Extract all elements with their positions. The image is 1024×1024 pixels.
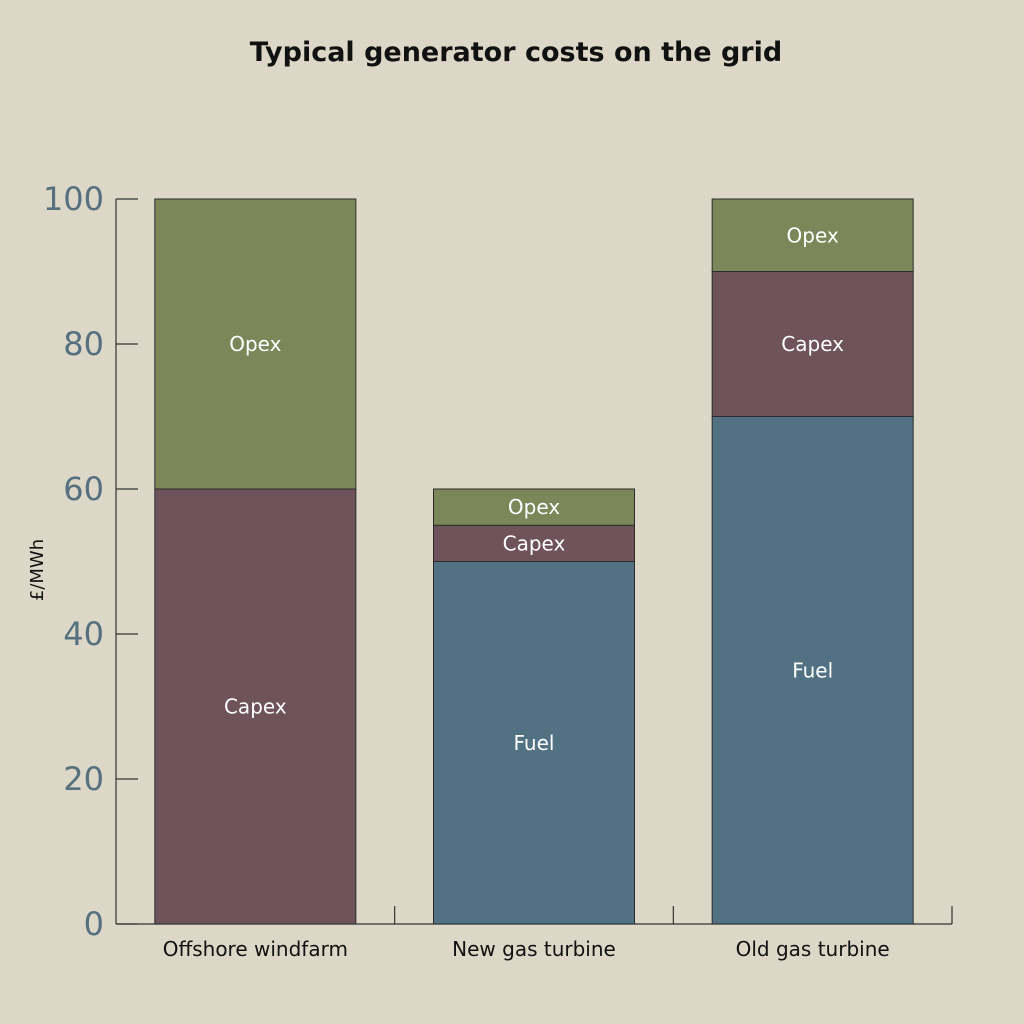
y-tick-label: 60 [63,470,104,508]
bar-segment-label: Capex [224,695,287,719]
x-axis: Offshore windfarm New gas turbine Old gas … [116,906,953,961]
bar-segment-capex [711,271,914,417]
bar-segment-label: Fuel [514,731,555,755]
y-tick-label: 80 [63,325,104,363]
bar-segment-fuel [433,561,635,925]
bar-segment-label: Capex [503,531,566,555]
y-tick-label: 20 [63,760,104,798]
bar-segment-opex [433,488,635,526]
bar-segment-label: Opex [508,495,560,519]
y-axis: 0 20 40 60 80 100 [43,180,138,943]
chart-title: Typical generator costs on the grid [250,37,782,68]
bar-segment-opex [154,198,357,490]
y-axis-label: £/MWh [27,539,48,601]
y-tick-label: 40 [63,615,104,653]
bar-segment-opex [711,198,914,272]
y-tick-label: 0 [84,905,104,943]
bar-segment-label: Capex [781,332,844,356]
bar-segment-fuel [711,416,914,925]
bar-segment-capex [154,488,357,925]
bar-segment-capex [433,524,635,562]
bar-segment-label: Fuel [792,658,833,682]
y-tick-label: 100 [43,180,104,218]
x-tick-label: Old gas turbine [736,937,890,961]
bars: Capex Opex Fuel Capex Opex Fuel Capex Opex [154,198,914,925]
bar-segment-label: Opex [229,332,281,356]
x-tick-label: Offshore windfarm [163,937,348,961]
x-tick-label: New gas turbine [452,937,616,961]
bar-segment-label: Opex [787,223,839,247]
